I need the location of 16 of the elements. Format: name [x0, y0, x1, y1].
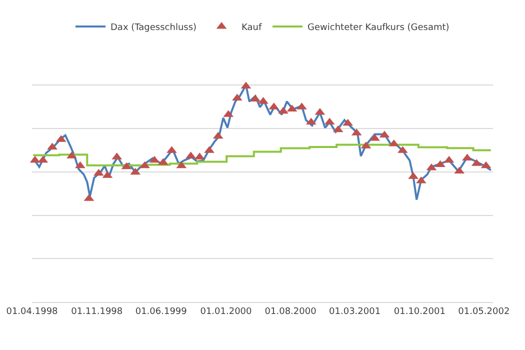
x-tick-label: 01.06.1999: [135, 306, 188, 317]
legend-label: Kauf: [242, 23, 263, 34]
x-tick-label: 01.11.1998: [71, 306, 123, 317]
point: [278, 106, 288, 114]
point: [462, 154, 472, 161]
legend-label: Gewichteter Kaufkurs (Gesamt): [308, 23, 450, 34]
x-tick-label: 01.03.2001: [329, 306, 381, 317]
x-tick-label: 01.10.2001: [394, 306, 446, 317]
legend-label: Dax (Tagesschluss): [110, 23, 197, 34]
x-tick-label: 01.05.2002: [458, 306, 510, 317]
point: [140, 161, 150, 168]
x-tick-label: 01.01.2000: [200, 306, 252, 317]
point: [435, 160, 446, 168]
x-tick-label: 01.04.1998: [6, 306, 58, 317]
x-tick-label: 01.08.2000: [264, 306, 317, 317]
point: [258, 96, 268, 104]
